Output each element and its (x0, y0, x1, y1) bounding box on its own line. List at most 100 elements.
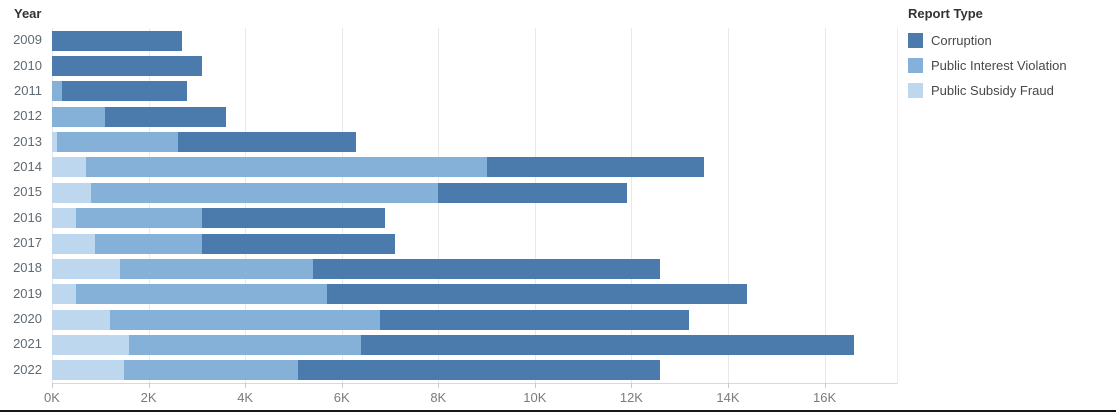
legend-title: Report Type (908, 6, 983, 21)
bar-segment-corruption[interactable] (312, 258, 661, 279)
bar-segment-public-subsidy-fraud[interactable] (52, 360, 125, 381)
bar-row-2021 (52, 332, 897, 357)
bar-segment-public-subsidy-fraud[interactable] (52, 157, 86, 178)
y-axis-label-2017: 2017 (13, 235, 42, 251)
bar-row-2013 (52, 129, 897, 154)
y-axis-label-2019: 2019 (13, 285, 42, 301)
bar-row-2022 (52, 358, 897, 383)
legend-swatch-icon (908, 58, 923, 73)
bar-segment-corruption[interactable] (105, 106, 226, 127)
bar-segment-public-interest-violation[interactable] (52, 81, 62, 102)
x-axis-tick (341, 383, 343, 388)
bar-segment-corruption[interactable] (177, 132, 357, 153)
bar-segment-corruption[interactable] (486, 157, 704, 178)
bar-segment-public-interest-violation[interactable] (124, 360, 299, 381)
bar-segment-corruption[interactable] (327, 284, 748, 305)
bar-segment-public-interest-violation[interactable] (76, 284, 328, 305)
gridline (534, 28, 536, 383)
x-axis-tick-label: 0K (44, 390, 60, 405)
bar-segment-corruption[interactable] (201, 208, 386, 229)
y-axis-label-2022: 2022 (13, 361, 42, 377)
bar-segment-corruption[interactable] (201, 233, 395, 254)
bar-row-2014 (52, 155, 897, 180)
bar-segment-public-interest-violation[interactable] (109, 309, 381, 330)
stacked-bar-2014 (52, 157, 704, 178)
stacked-bar-2011 (52, 81, 188, 102)
bar-segment-public-subsidy-fraud[interactable] (52, 182, 91, 203)
x-axis-tick-label: 2K (140, 390, 157, 405)
gridline (148, 28, 150, 383)
y-axis-label-2012: 2012 (13, 108, 42, 124)
bar-row-2018 (52, 256, 897, 281)
bar-segment-public-subsidy-fraud[interactable] (52, 284, 77, 305)
legend-item-public-interest-violation[interactable]: Public Interest Violation (908, 53, 1113, 78)
x-axis-tick (728, 383, 729, 388)
bar-segment-corruption[interactable] (52, 30, 183, 51)
legend-swatch-icon (908, 33, 923, 48)
bar-segment-public-subsidy-fraud[interactable] (52, 208, 77, 229)
plot-area (52, 28, 898, 384)
bar-segment-public-interest-violation[interactable] (56, 132, 178, 153)
bottom-divider (0, 410, 1116, 412)
y-axis-label-2018: 2018 (13, 260, 42, 276)
bar-row-2015 (52, 180, 897, 205)
bar-segment-corruption[interactable] (438, 182, 627, 203)
bar-segment-public-subsidy-fraud[interactable] (52, 258, 120, 279)
bar-segment-corruption[interactable] (361, 334, 854, 355)
legend-item-label: Public Subsidy Fraud (931, 83, 1054, 98)
x-axis-tick (245, 383, 247, 388)
bar-segment-public-interest-violation[interactable] (52, 106, 106, 127)
bar-segment-corruption[interactable] (380, 309, 690, 330)
bar-segment-public-interest-violation[interactable] (90, 182, 439, 203)
legend-item-corruption[interactable]: Corruption (908, 28, 1113, 53)
y-axis-label-2009: 2009 (13, 32, 42, 48)
bar-segment-public-interest-violation[interactable] (129, 334, 362, 355)
bar-segment-public-interest-violation[interactable] (119, 258, 313, 279)
bar-row-2019 (52, 282, 897, 307)
y-axis-label-2020: 2020 (13, 311, 42, 327)
stacked-bar-2017 (52, 233, 395, 254)
bar-row-2009 (52, 28, 897, 53)
y-axis-label-2011: 2011 (14, 82, 42, 98)
x-axis-tick-label: 6K (333, 390, 350, 405)
gridline (824, 28, 826, 383)
stacked-bar-2019 (52, 284, 748, 305)
stacked-bar-2018 (52, 258, 661, 279)
bar-segment-corruption[interactable] (61, 81, 188, 102)
stacked-bar-2021 (52, 334, 854, 355)
x-axis-tick-label: 8K (430, 390, 447, 405)
bar-segment-public-interest-violation[interactable] (95, 233, 202, 254)
x-axis-tick-label: 14K (716, 390, 740, 405)
bar-segment-public-interest-violation[interactable] (85, 157, 487, 178)
x-axis-tick (438, 383, 440, 388)
stacked-bar-2009 (52, 30, 183, 51)
y-axis-label-2016: 2016 (13, 209, 42, 225)
bar-segment-public-subsidy-fraud[interactable] (52, 132, 57, 153)
legend-item-label: Corruption (931, 33, 992, 48)
y-axis-label-2015: 2015 (13, 184, 42, 200)
y-axis-label-2014: 2014 (13, 158, 42, 174)
stacked-bar-2010 (52, 56, 202, 77)
gridline (52, 28, 53, 383)
bar-segment-public-subsidy-fraud[interactable] (52, 233, 96, 254)
stacked-bar-2022 (52, 360, 661, 381)
y-axis-label-2013: 2013 (13, 133, 42, 149)
gridline (728, 28, 729, 383)
x-axis: 0K 2K 4K 6K 8K 10K 12K 14K 16K (44, 383, 897, 409)
legend-item-public-subsidy-fraud[interactable]: Public Subsidy Fraud (908, 78, 1113, 103)
bar-row-2017 (52, 231, 897, 256)
stacked-bar-2012 (52, 106, 226, 127)
bar-segment-public-subsidy-fraud[interactable] (52, 309, 110, 330)
legend-items: Corruption Public Interest Violation Publi… (908, 28, 1113, 103)
x-axis-tick (631, 383, 633, 388)
bar-row-2011 (52, 79, 897, 104)
stacked-bar-2013 (52, 132, 357, 153)
bar-segment-corruption[interactable] (298, 360, 661, 381)
bar-segment-public-interest-violation[interactable] (76, 208, 202, 229)
y-axis-label-2010: 2010 (13, 57, 42, 73)
bar-segment-corruption[interactable] (52, 56, 202, 77)
bar-segment-public-subsidy-fraud[interactable] (52, 334, 130, 355)
legend-swatch-icon (908, 83, 923, 98)
x-axis-tick (148, 383, 150, 388)
